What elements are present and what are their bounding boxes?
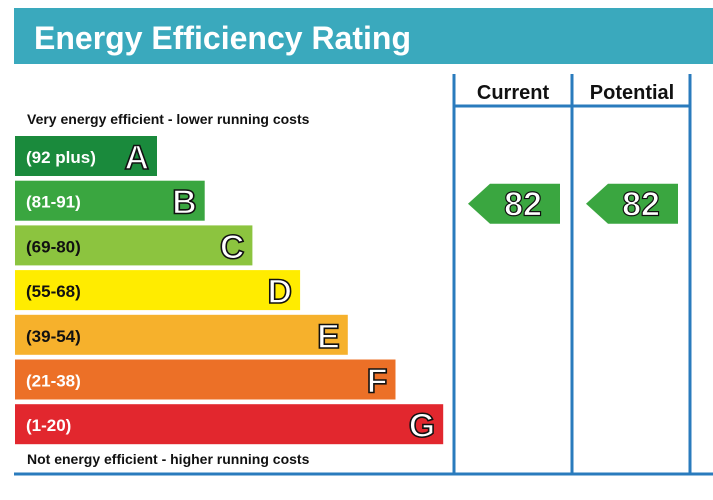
rating-arrows: 82 82 bbox=[468, 183, 678, 224]
band-f bbox=[15, 359, 396, 400]
header-bar bbox=[14, 8, 713, 64]
band-range-label: (69-80) bbox=[26, 237, 81, 256]
band-letter: G bbox=[409, 407, 435, 445]
band-range-label: (55-68) bbox=[26, 282, 81, 301]
band-d bbox=[15, 270, 301, 311]
band-range-label: (81-91) bbox=[26, 193, 81, 212]
band-b bbox=[15, 180, 205, 221]
band-a bbox=[15, 136, 157, 176]
band-letter: A bbox=[124, 139, 149, 177]
bottom-note: Not energy efficient - higher running co… bbox=[27, 451, 310, 467]
top-note: Very energy efficient - lower running co… bbox=[27, 111, 310, 127]
band-range-label: (92 plus) bbox=[26, 148, 96, 167]
current-rating-value: 82 bbox=[504, 186, 542, 224]
band-letter: E bbox=[317, 318, 340, 356]
current-rating-arrow bbox=[468, 183, 560, 224]
band-c bbox=[15, 225, 253, 266]
potential-rating-arrow bbox=[586, 183, 678, 224]
current-column-header: Current bbox=[477, 82, 550, 104]
band-range-label: (21-38) bbox=[26, 372, 81, 391]
band-letter: F bbox=[367, 363, 388, 401]
chart-title: Energy Efficiency Rating bbox=[34, 20, 411, 56]
band-range-label: (39-54) bbox=[26, 327, 81, 346]
potential-column-header: Potential bbox=[590, 82, 674, 104]
band-letter: C bbox=[220, 228, 245, 266]
chart-frame bbox=[14, 74, 713, 476]
band-letter: B bbox=[172, 184, 197, 222]
band-letter: D bbox=[268, 273, 293, 311]
band-range-label: (1-20) bbox=[26, 416, 71, 435]
band-g bbox=[15, 404, 444, 445]
band-e bbox=[15, 314, 348, 355]
rating-bands: (92 plus) A (81-91) B (69-80) C (55-68) D (39-54… bbox=[15, 136, 444, 446]
potential-rating-value: 82 bbox=[622, 186, 660, 224]
